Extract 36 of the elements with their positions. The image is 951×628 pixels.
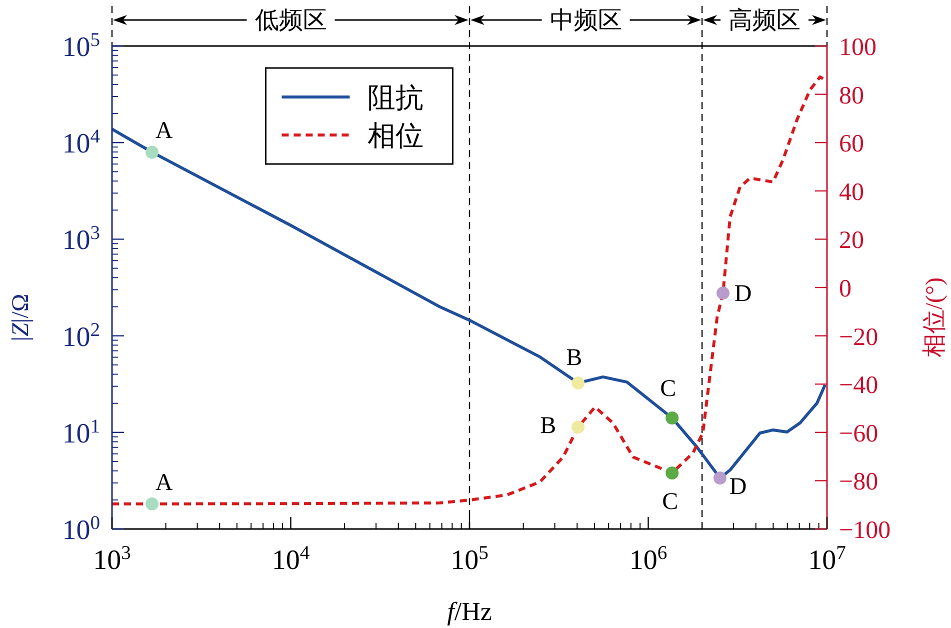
data-label: D <box>729 474 747 500</box>
y2-tick-label: 60 <box>839 130 864 158</box>
data-label: A <box>155 118 174 144</box>
y2-axis-title: 相位/(°) <box>922 277 948 358</box>
data-label: B <box>540 413 556 440</box>
y2-tick-label: 80 <box>839 82 864 110</box>
y-tick-label: 10$^{1}$ <box>62 416 100 450</box>
x-tick-label: 10$^{7}$ <box>808 542 846 576</box>
y2-tick-label: −60 <box>839 420 878 448</box>
y2-tick-label: 100 <box>839 34 876 61</box>
y2-tick-label: 0 <box>839 276 852 302</box>
y2-tick-label: −40 <box>839 372 878 400</box>
y-tick-label: 10$^{4}$ <box>62 126 100 160</box>
y2-tick-label: 40 <box>839 178 864 206</box>
y-tick-label: 10$^{3}$ <box>62 222 100 256</box>
y2-tick-label: −80 <box>839 468 878 496</box>
x-tick-label: 10$^{5}$ <box>450 542 489 576</box>
legend-label: 阻抗 <box>368 83 424 114</box>
y2-tick-label: −20 <box>839 324 878 351</box>
x-tick-label: 10$^{6}$ <box>629 542 668 576</box>
data-label: C <box>662 488 678 515</box>
y2-tick-label: −100 <box>839 517 891 544</box>
y2-tick-label: 20 <box>839 227 864 254</box>
y-axis-title: |Z|/Ω <box>8 294 34 342</box>
data-label: B <box>566 344 582 371</box>
data-label: D <box>734 281 752 308</box>
text: 高频区 <box>728 7 801 34</box>
x-tick-label: 10$^{4}$ <box>272 542 310 576</box>
y-tick-label: 10$^{2}$ <box>62 319 100 353</box>
text: 低频区 <box>254 8 327 34</box>
x-axis-title: f/Hz <box>447 597 492 626</box>
data-label: A <box>155 470 174 496</box>
data-label: C <box>660 376 676 402</box>
y-tick-label: 10$^{5}$ <box>62 30 100 63</box>
legend-label: 相位 <box>368 121 424 152</box>
text: 中频区 <box>550 8 622 34</box>
